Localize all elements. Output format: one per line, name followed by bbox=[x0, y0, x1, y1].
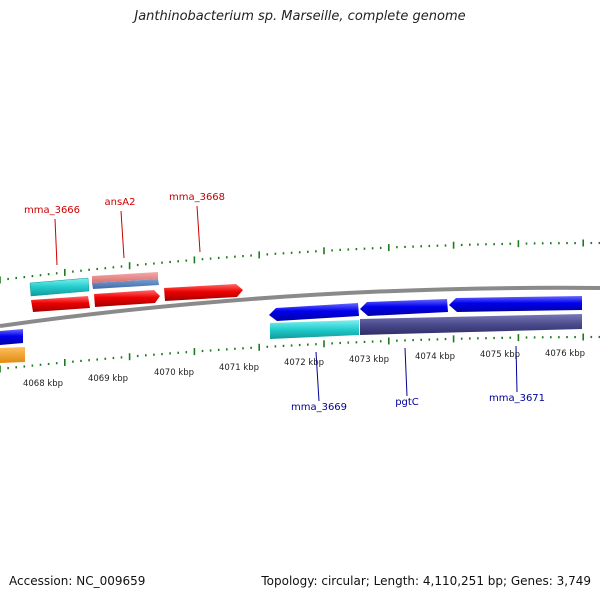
kbp-label: 4075 kbp bbox=[480, 350, 520, 360]
kbp-label: 4068 kbp bbox=[23, 379, 63, 389]
kbp-label: 4072 kbp bbox=[284, 358, 324, 368]
feature-cds-pink[interactable] bbox=[92, 272, 158, 283]
feature-cds-indigo-reverse[interactable] bbox=[360, 314, 582, 335]
genome-backbone bbox=[0, 285, 600, 328]
gene-label-mma-3669: mma_3669 bbox=[291, 402, 347, 413]
gene-label-mma-3668: mma_3668 bbox=[169, 192, 225, 203]
gene-label-mma-3666: mma_3666 bbox=[24, 205, 80, 216]
accession-text: Accession: NC_009659 bbox=[9, 574, 146, 588]
map-title: Janthinobacterium sp. Marseille, complet… bbox=[134, 9, 466, 24]
gene-label-ansA2: ansA2 bbox=[105, 197, 136, 208]
kbp-label: 4069 kbp bbox=[88, 374, 128, 384]
feature-cds-steel[interactable] bbox=[92, 279, 159, 289]
feature-cds-cyan-reverse[interactable] bbox=[270, 320, 359, 339]
gene-label-pgtC: pgtC bbox=[395, 397, 419, 408]
gene-label-mma-3671: mma_3671 bbox=[489, 393, 545, 404]
kbp-label: 4070 kbp bbox=[154, 368, 194, 378]
gene-arrow-partial-blue[interactable] bbox=[0, 329, 23, 345]
gene-arrow-pgtC[interactable] bbox=[360, 299, 448, 316]
gene-arrow-mma-3671[interactable] bbox=[449, 296, 582, 312]
gene-arrow-ansA2[interactable] bbox=[94, 290, 160, 307]
label-connectors bbox=[54, 205, 518, 402]
kbp-label: 4076 kbp bbox=[545, 349, 585, 359]
genome-stats-text: Topology: circular; Length: 4,110,251 bp… bbox=[261, 574, 591, 588]
gene-arrow-mma-3666[interactable] bbox=[31, 296, 90, 312]
feature-partial-orange[interactable] bbox=[0, 347, 25, 363]
gene-arrow-mma-3668[interactable] bbox=[164, 284, 243, 301]
kbp-label: 4073 kbp bbox=[349, 355, 389, 365]
kbp-label: 4071 kbp bbox=[219, 363, 259, 373]
outer-tick-marks bbox=[0, 239, 600, 284]
inner-tick-marks bbox=[0, 333, 600, 373]
feature-cds-cyan[interactable] bbox=[29, 277, 90, 297]
kbp-label: 4074 kbp bbox=[415, 352, 455, 362]
gene-arrow-mma-3669[interactable] bbox=[269, 303, 359, 321]
